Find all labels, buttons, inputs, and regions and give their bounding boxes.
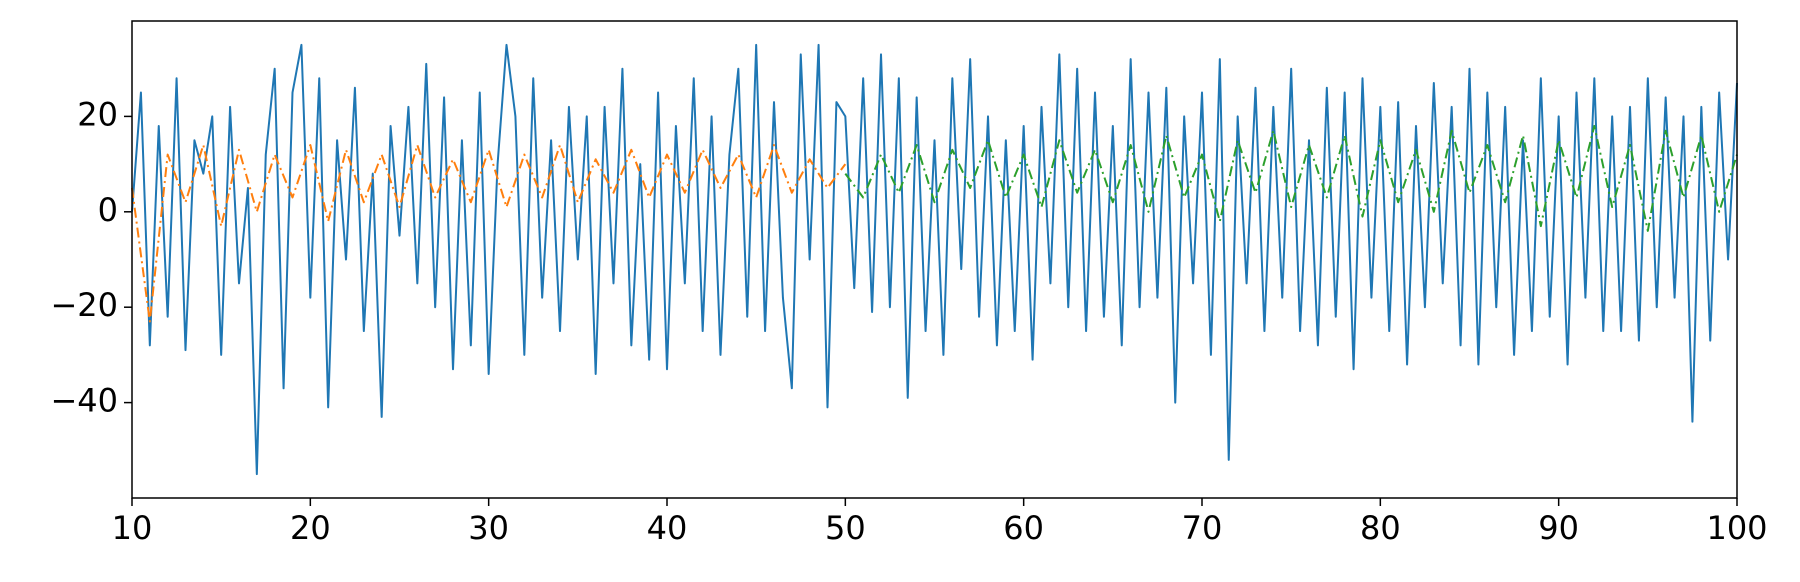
data-line — [844, 124, 1738, 232]
x-tick-label: 30 — [468, 509, 509, 547]
data-line — [131, 144, 847, 323]
data-line — [131, 43, 1738, 476]
x-tick-label: 60 — [1003, 509, 1044, 547]
x-tick-label: 70 — [1182, 509, 1223, 547]
y-tick-label: 20 — [77, 95, 118, 133]
x-tick-label: 100 — [1706, 509, 1767, 547]
x-tick-label: 40 — [647, 509, 688, 547]
x-tick-label: 50 — [825, 509, 866, 547]
x-tick-label: 90 — [1538, 509, 1579, 547]
y-tick-label: 0 — [98, 191, 118, 229]
y-tick-label: −40 — [50, 382, 118, 420]
x-tick-label: 80 — [1360, 509, 1401, 547]
x-tick-label: 20 — [290, 509, 331, 547]
y-tick-label: −20 — [50, 286, 118, 324]
x-tick-label: 10 — [112, 509, 153, 547]
plot-frame — [131, 20, 1738, 499]
